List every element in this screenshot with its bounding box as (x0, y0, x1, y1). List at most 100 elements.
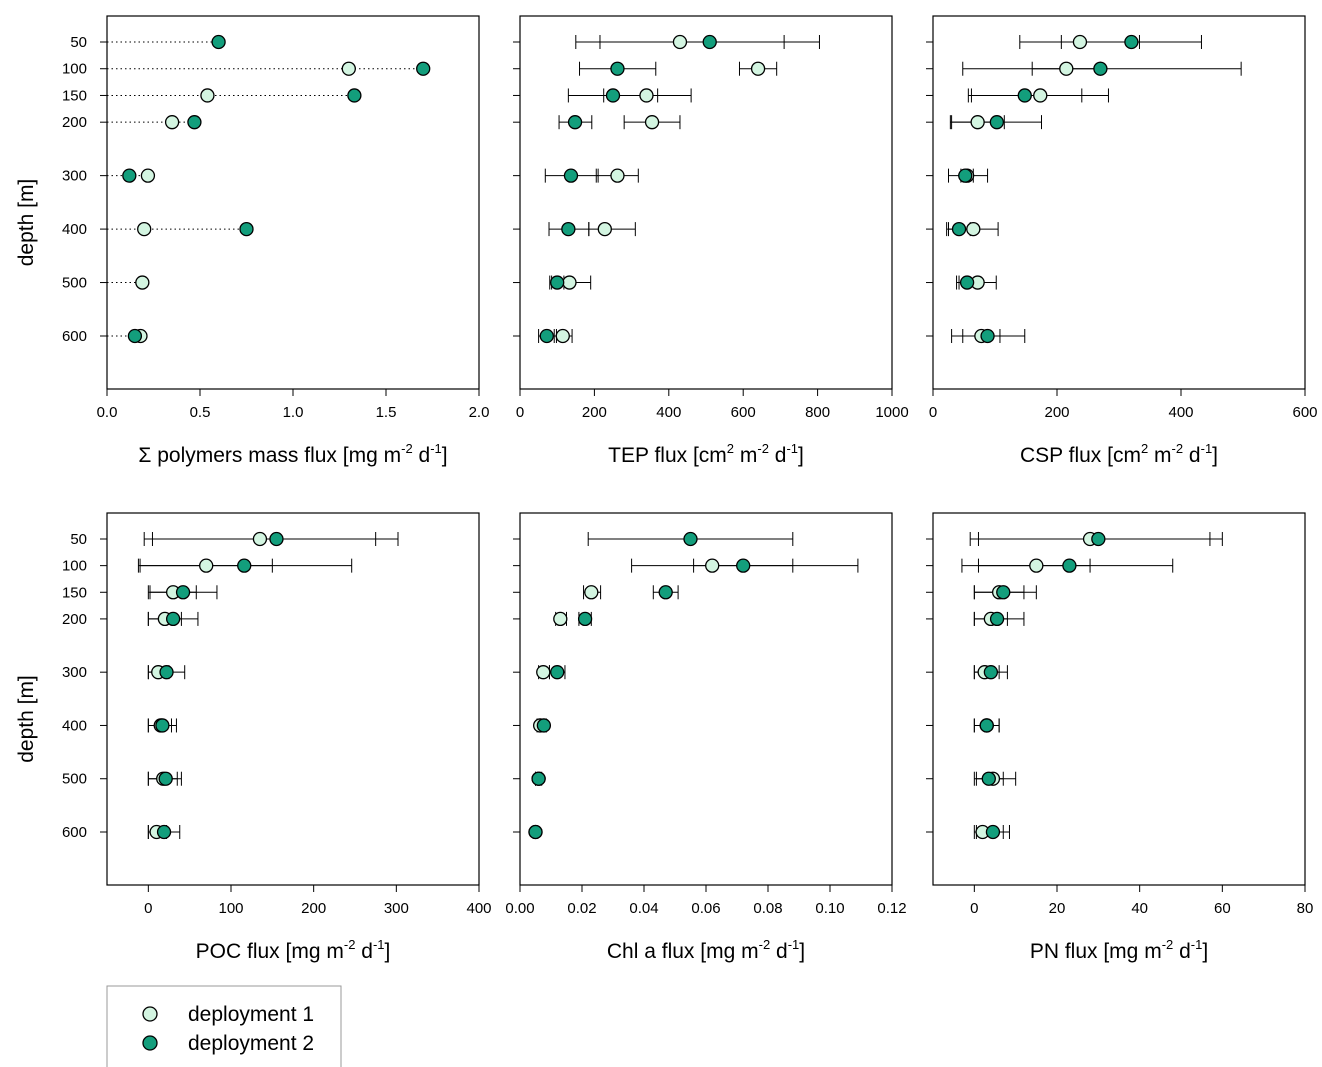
y-tick-label: 150 (62, 87, 87, 104)
deployment2-point (605, 88, 621, 103)
deployment2-point (736, 558, 751, 573)
deployment1-point (966, 221, 981, 237)
y-tick-label: 150 (62, 584, 87, 601)
x-tick-label: 0.5 (190, 404, 211, 421)
deployment1-point (970, 115, 985, 130)
deployment2-point (567, 115, 583, 130)
deployment2-point (269, 531, 284, 547)
deployment2-point (610, 61, 625, 76)
y-tick-label: 200 (62, 611, 87, 628)
x-axis-label: Chl a flux [mg m-2 d-1] (607, 937, 805, 963)
deployment1-point (140, 168, 156, 183)
deployment2-point (237, 558, 252, 573)
plot-frame (932, 512, 1306, 886)
x-tick-label: 60 (1214, 900, 1231, 917)
x-tick-label: 0.00 (505, 900, 534, 917)
deployment2-point (127, 328, 143, 344)
deployment1-point (553, 611, 568, 627)
x-tick-label: 0.0 (97, 404, 118, 421)
legend-marker-deployment1 (142, 1006, 158, 1022)
deployment2-point (175, 585, 191, 600)
x-tick-label: 1000 (875, 404, 908, 421)
y-tick-label: 50 (70, 34, 87, 51)
deployment2-point (563, 168, 579, 183)
deployment2-point (159, 665, 174, 680)
deployment1-point (341, 61, 356, 76)
x-tick-label: 200 (301, 900, 326, 917)
x-tick-label: 1.0 (283, 404, 304, 421)
y-tick-label: 400 (62, 221, 87, 238)
deployment1-point (1029, 558, 1044, 573)
x-tick-label: 300 (384, 900, 409, 917)
panel-top-middle: 0 200 400 600 800 1000 TEP flux [cm2 m-2 d-1] (513, 15, 909, 467)
deployment2-point (1062, 558, 1077, 573)
x-axis-label: PN flux [mg m-2 d-1] (1030, 937, 1208, 963)
x-tick-label: 20 (1049, 900, 1066, 917)
deployment1-point (584, 585, 599, 600)
deployment2-point (996, 585, 1011, 600)
x-tick-label: 2.0 (469, 404, 490, 421)
y-tick-label: 100 (62, 558, 87, 575)
deployment1-point (252, 531, 268, 547)
y-axis-label: depth [m] (15, 179, 38, 267)
x-axis-label: TEP flux [cm2 m-2 d-1] (608, 441, 804, 467)
deployment2-point (989, 611, 1005, 627)
x-tick-label: 400 (466, 900, 491, 917)
x-tick-label: 200 (1044, 404, 1069, 421)
deployment2-point (528, 824, 543, 840)
deployment2-point (347, 88, 362, 103)
x-tick-label: 1.5 (376, 404, 397, 421)
panel-top-left: 50 100 150 200 300 400 500 600 0.0 0.5 1.0 1.5 2.0 Σ … (15, 15, 490, 467)
deployment1-point (705, 558, 720, 573)
x-tick-label: 0.12 (877, 900, 906, 917)
deployment2-point (561, 221, 576, 237)
x-tick-label: 600 (731, 404, 756, 421)
y-tick-label: 100 (62, 61, 87, 78)
y-tick-label: 300 (62, 664, 87, 681)
deployment1-point (135, 275, 150, 290)
x-axis-label: POC flux [mg m-2 d-1] (196, 937, 391, 963)
x-tick-label: 200 (582, 404, 607, 421)
deployment1-point (1059, 61, 1074, 76)
deployment1-point (672, 34, 688, 50)
y-tick-label: 50 (70, 531, 87, 548)
deployment1-point (536, 665, 551, 680)
deployment2-point (959, 275, 975, 290)
y-tick-label: 500 (62, 275, 87, 292)
x-tick-label: 0 (929, 404, 937, 421)
deployment2-point (155, 718, 170, 733)
deployment1-point (555, 328, 570, 344)
deployment2-point (158, 771, 173, 786)
deployment1-point (164, 115, 180, 130)
legend: deployment 1 deployment 2 (106, 985, 342, 1067)
deployment1-point (137, 221, 152, 237)
x-tick-label: 600 (1292, 404, 1317, 421)
deployment1-point (597, 221, 612, 237)
deployment2-point (702, 34, 717, 50)
panel-bottom-right: 0 20 40 60 80 PN flux [mg m-2 d-1] (926, 512, 1313, 963)
deployment1-point (200, 88, 215, 103)
deployment2-point (531, 771, 546, 786)
deployment2-point (550, 275, 565, 290)
x-tick-label: 400 (656, 404, 681, 421)
deployment2-point (683, 531, 698, 547)
plot-frame (932, 15, 1306, 390)
x-tick-label: 40 (1131, 900, 1148, 917)
panel-bottom-left: 50 100 150 200 300 400 500 600 0 100 200 300 400 POC … (15, 512, 492, 963)
deployment2-point (1091, 531, 1106, 547)
deployment2-point (1124, 34, 1139, 50)
deployment2-point (122, 168, 137, 183)
y-tick-label: 300 (62, 168, 87, 185)
deployment1-point (1033, 88, 1048, 103)
deployment2-point (989, 115, 1005, 130)
panel-bottom-middle: 0.00 0.02 0.04 0.06 0.08 0.10 0.12 Chl a flux [… (505, 512, 907, 963)
deployment2-point (239, 221, 254, 237)
deployment2-point (1093, 61, 1108, 76)
deployment1-point (562, 275, 577, 290)
legend-marker-deployment2 (142, 1035, 158, 1051)
y-tick-label: 600 (62, 824, 87, 841)
deployment1-point (639, 88, 654, 103)
deployment2-point (550, 665, 565, 680)
plot-frame (106, 512, 480, 886)
x-tick-label: 100 (218, 900, 243, 917)
